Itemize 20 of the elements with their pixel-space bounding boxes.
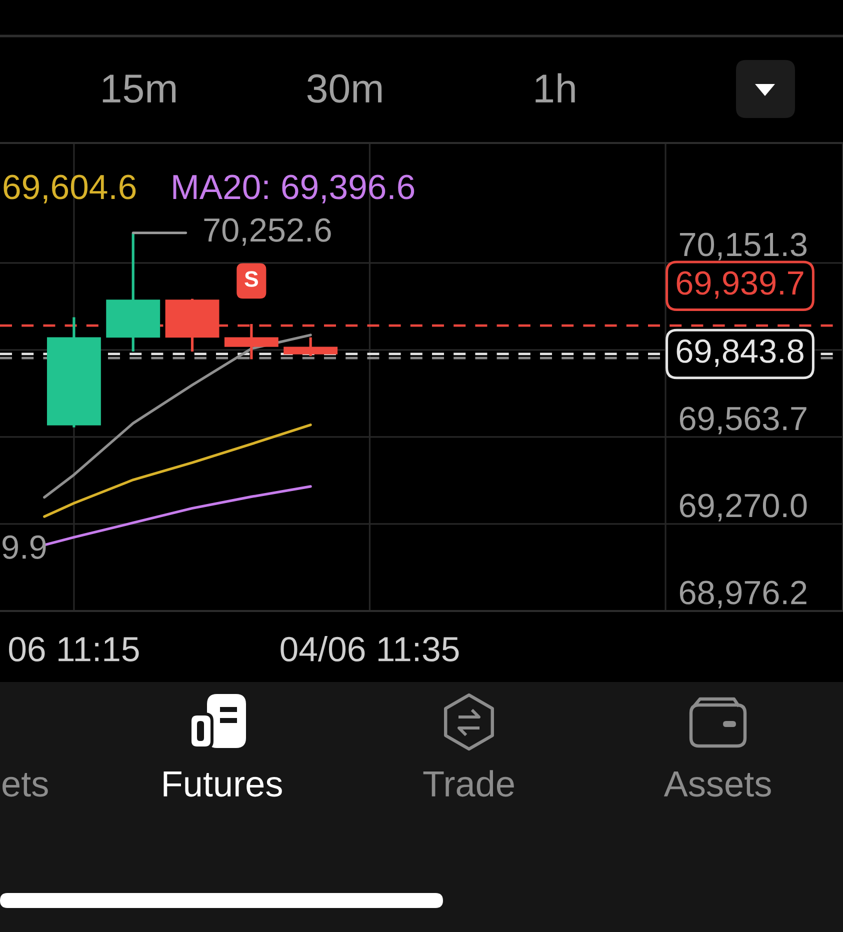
y-tick-label: 69,270.0 bbox=[680, 494, 807, 522]
y-tick-label: 68,976.2 bbox=[680, 580, 806, 608]
annotation: 9.9 bbox=[2, 535, 46, 559]
text: Assets bbox=[664, 771, 771, 797]
text: Trade bbox=[423, 770, 514, 797]
text: ets bbox=[2, 772, 48, 797]
text: 1h bbox=[536, 73, 575, 102]
text: MA20: 69,396.6 bbox=[173, 174, 414, 204]
y-tick-label: 69,563.7 bbox=[680, 406, 806, 434]
x-tick-label: 06 11:15 bbox=[9, 636, 139, 662]
ref-line-label: 69,939.7 bbox=[676, 271, 804, 299]
text: 15m bbox=[102, 74, 176, 103]
annotation: S bbox=[244, 271, 258, 287]
y-tick-label: 70,151.3 bbox=[680, 232, 807, 260]
text: Futures bbox=[164, 771, 282, 797]
ref-line-label: 69,843.8 bbox=[676, 339, 804, 367]
text: 69,604.6 bbox=[4, 174, 136, 204]
text: 30m bbox=[307, 74, 382, 103]
annotation: 70,252.6 bbox=[204, 218, 331, 246]
x-tick-label: 04/06 11:35 bbox=[280, 636, 459, 662]
